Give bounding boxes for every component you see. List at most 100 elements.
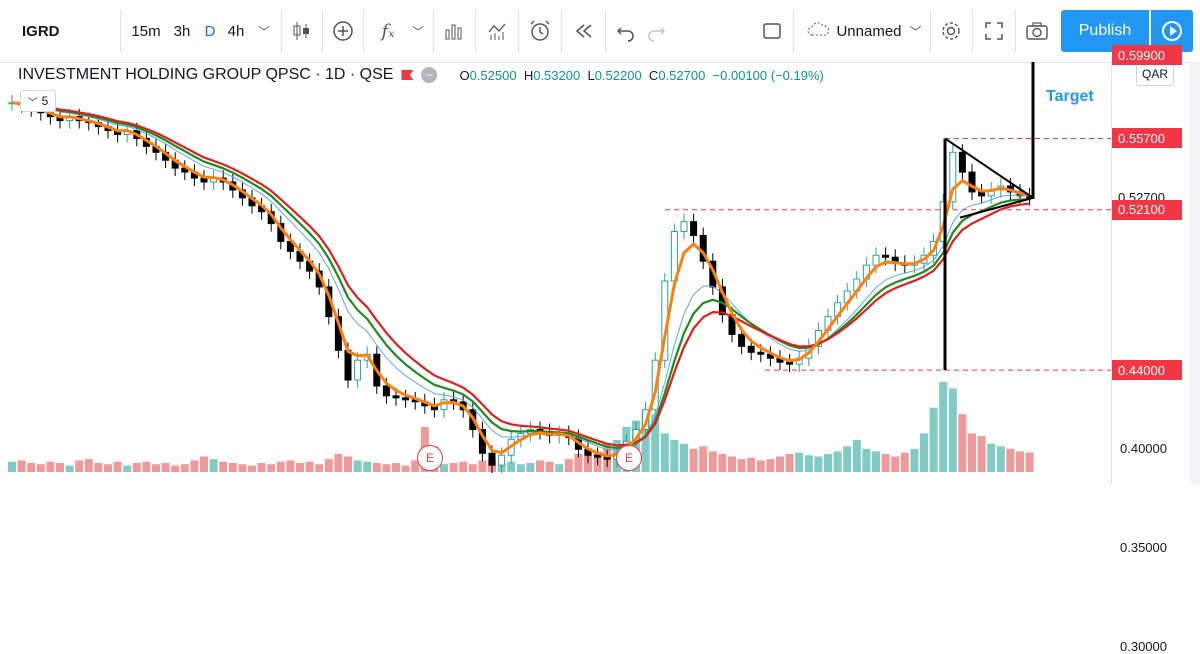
volume-bar — [104, 464, 112, 472]
play-button[interactable] — [1151, 10, 1193, 52]
play-icon — [1162, 21, 1182, 41]
volume-bar — [123, 465, 132, 472]
volume-bar — [843, 446, 852, 472]
volume-bar — [987, 443, 996, 472]
volume-bar — [382, 464, 391, 472]
volume-bar — [411, 460, 420, 472]
candle-body — [344, 349, 352, 381]
volume-bar — [228, 463, 237, 472]
price-axis-border — [1111, 62, 1112, 484]
toolbar-divider — [518, 10, 519, 52]
volume-bar — [46, 461, 55, 472]
fullscreen-icon[interactable] — [974, 10, 1014, 52]
axis-tick-label: 0.30000 — [1120, 639, 1167, 654]
volume-bar — [305, 461, 314, 472]
square-icon[interactable] — [752, 10, 792, 52]
chevron-down-icon[interactable]: ﹀ — [411, 24, 424, 39]
layout-menu[interactable]: Unnamed ﹀ — [800, 10, 928, 52]
volume-bar — [132, 463, 141, 472]
volume-bar — [75, 460, 84, 472]
chevron-down-icon[interactable]: ﹀ — [257, 24, 270, 39]
volume-bar — [84, 459, 93, 472]
volume-bar — [641, 410, 650, 472]
volume-bar — [564, 459, 573, 472]
volume-bar — [507, 461, 516, 472]
ema-blue-line — [11, 102, 1030, 451]
alarm-icon[interactable] — [520, 10, 560, 52]
ema-red-line — [11, 101, 1030, 447]
volume-bar — [190, 460, 199, 472]
toolbar-divider — [120, 10, 121, 52]
candle-body — [498, 454, 506, 466]
price-label: 0.52100 — [1112, 199, 1182, 220]
resolution-d[interactable]: D — [204, 22, 216, 40]
bar-chart-icon[interactable] — [434, 10, 474, 52]
undo-icon[interactable] — [606, 10, 646, 52]
candle-body — [786, 361, 794, 365]
volume-bar — [171, 465, 180, 472]
earnings-marker[interactable]: E — [417, 445, 443, 471]
volume-bar — [824, 454, 832, 472]
fx-icon[interactable]: 𝑓ₓ — [381, 20, 395, 42]
candle-body — [958, 151, 966, 173]
volume-bar — [257, 463, 266, 472]
volume-bar — [27, 463, 36, 472]
volume-bar — [516, 464, 525, 472]
cloud-icon — [806, 20, 830, 42]
volume-bar — [804, 455, 813, 472]
volume-bar — [1025, 452, 1034, 472]
symbol-title[interactable]: INVESTMENT HOLDING GROUP QPSC · 1D · QSE — [18, 66, 394, 83]
volume-bar — [344, 456, 352, 472]
gear-icon[interactable] — [931, 10, 971, 52]
resolution-4h[interactable]: 4h — [227, 22, 245, 40]
volume-bar — [449, 463, 458, 472]
symbol-search[interactable]: IGRD — [22, 22, 60, 40]
volume-bar — [180, 464, 189, 472]
volume-bar — [776, 456, 784, 472]
volume-bar — [689, 448, 698, 472]
currency-button[interactable]: QAR — [1136, 62, 1174, 86]
volume-bar — [555, 464, 564, 472]
volume-bar — [545, 461, 554, 472]
volume-bar — [900, 452, 909, 472]
redo-icon[interactable] — [636, 10, 676, 52]
volume-bar — [363, 461, 372, 472]
resolution-15m[interactable]: 15m — [131, 22, 161, 40]
toolbar-divider — [281, 10, 282, 52]
indicator-count: 5 — [41, 94, 49, 108]
rewind-icon[interactable] — [564, 10, 604, 52]
candle-body — [757, 351, 765, 355]
volume-bar — [977, 436, 986, 472]
ema-green-line — [11, 101, 1030, 450]
toolbar-divider — [475, 10, 476, 52]
volume-bar — [670, 439, 679, 472]
candle-body — [392, 395, 400, 399]
volume-bar — [852, 439, 861, 472]
earnings-marker[interactable]: E — [616, 445, 642, 471]
indicators-toggle[interactable]: ﹀ 5 — [20, 90, 56, 112]
candle-body — [594, 454, 602, 458]
volume-bar — [209, 459, 218, 472]
volume-bar — [996, 446, 1005, 472]
volume-bar — [948, 388, 957, 472]
compare-icon[interactable] — [478, 10, 518, 52]
high-label: H — [523, 67, 534, 83]
volume-bar — [334, 454, 343, 472]
flag-icon[interactable] — [401, 70, 414, 80]
volume-bar — [872, 451, 880, 472]
minus-icon[interactable]: − — [421, 67, 438, 83]
layout-name: Unnamed — [836, 22, 902, 40]
plus-circle-icon[interactable] — [323, 10, 363, 52]
publish-button[interactable]: Publish — [1061, 10, 1149, 52]
resolution-3h[interactable]: 3h — [173, 22, 191, 40]
low-value: 0.52200 — [594, 67, 642, 83]
price-label: 0.55700 — [1112, 128, 1182, 149]
volume-bar — [219, 461, 228, 472]
volume-bar — [392, 463, 400, 472]
volume-bar — [276, 461, 285, 472]
price-chart[interactable] — [0, 62, 1200, 484]
candles-icon[interactable] — [282, 10, 322, 52]
camera-icon[interactable] — [1017, 10, 1057, 52]
volume-bar — [756, 460, 765, 472]
volume-bar — [238, 464, 247, 472]
